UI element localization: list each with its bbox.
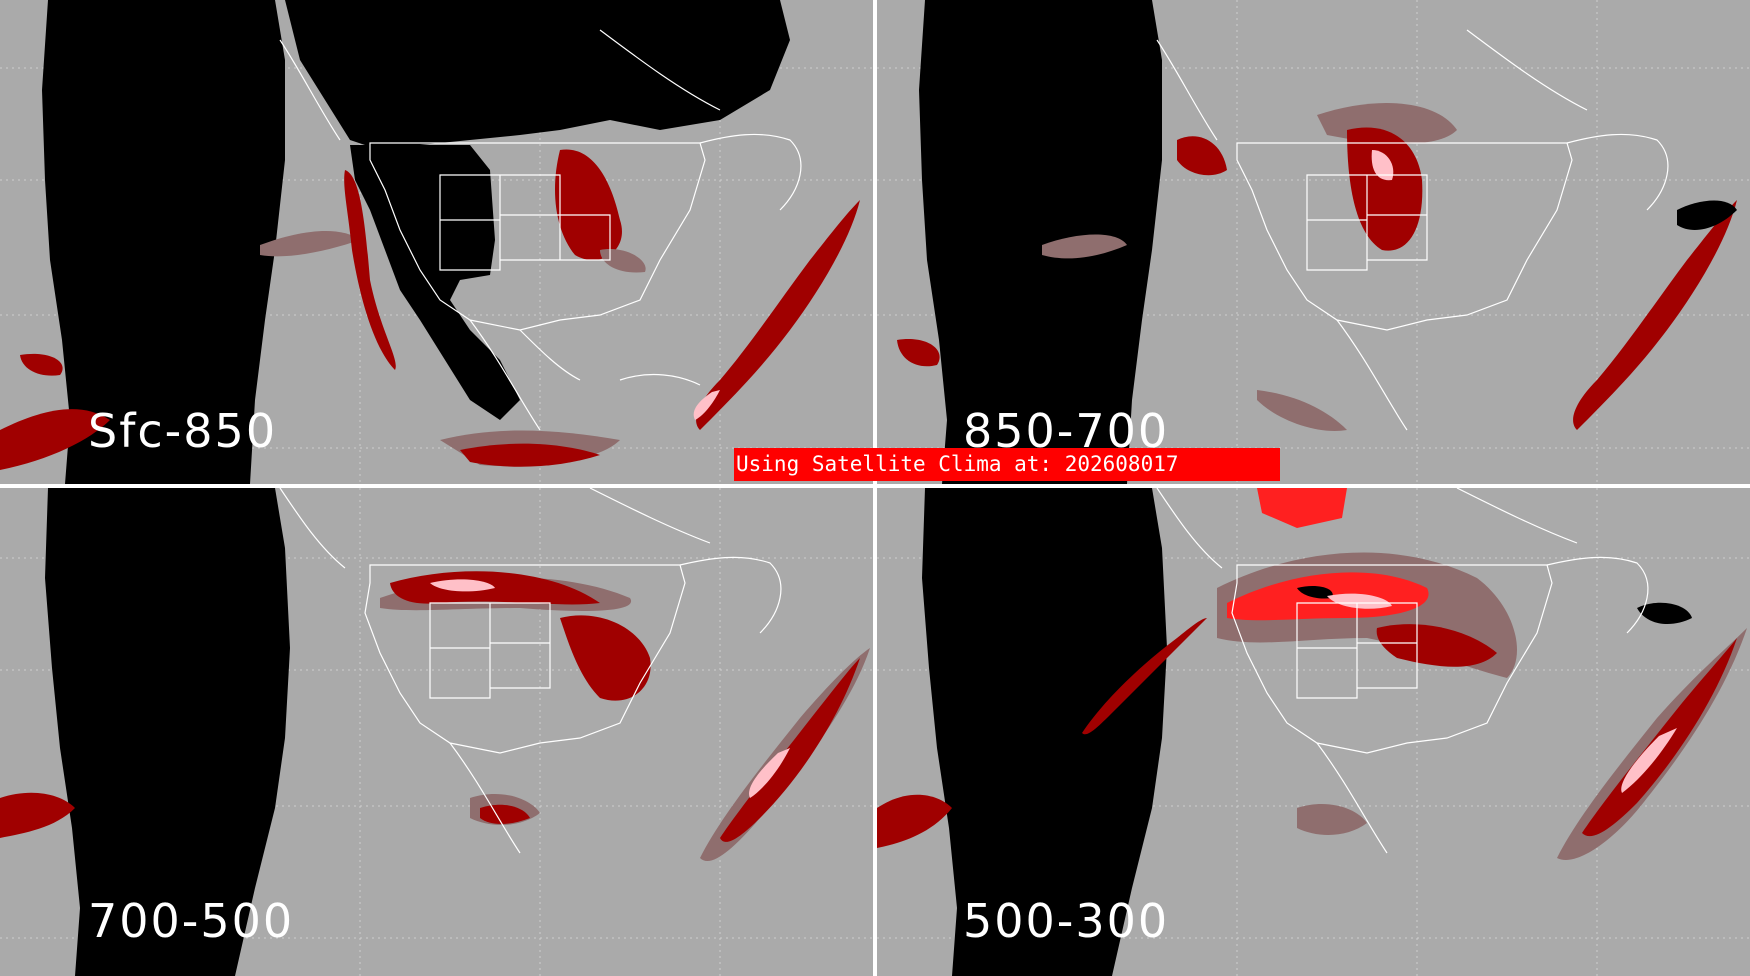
satellite-climo-banner: Using Satellite Clima at: 202608017 [734,448,1280,481]
panel-label-sfc-850: Sfc-850 [88,404,278,458]
panel-label-700-500: 700-500 [88,894,295,948]
nodata-region-ocean [42,0,285,484]
nodata-region-west-us [350,145,520,420]
nodata-region-ocean [919,0,1162,484]
political-boundaries [279,488,782,854]
map-canvas-500-300 [877,488,1750,976]
map-canvas-700-500 [0,488,873,976]
cloud-category-fields [0,149,860,470]
political-boundaries [279,29,802,431]
nodata-region-ocean [922,488,1167,976]
map-panel-sfc-850: Sfc-850 [0,0,873,484]
map-panel-700-500: 700-500 [0,488,873,976]
panel-divider-vertical [873,0,877,976]
panel-label-850-700: 850-700 [963,404,1170,458]
cloud-category-fields [877,488,1747,860]
map-canvas-sfc-850 [0,0,873,484]
map-panel-500-300: 500-300 [877,488,1750,976]
panel-label-500-300: 500-300 [963,894,1170,948]
nodata-region-canada [285,0,790,150]
political-boundaries [1156,29,1669,431]
political-boundaries [1156,488,1649,854]
map-canvas-850-700 [877,0,1750,484]
map-panel-850-700: 850-700 [877,0,1750,484]
panel-divider-horizontal [0,484,1750,488]
nodata-region-ocean [45,488,290,976]
